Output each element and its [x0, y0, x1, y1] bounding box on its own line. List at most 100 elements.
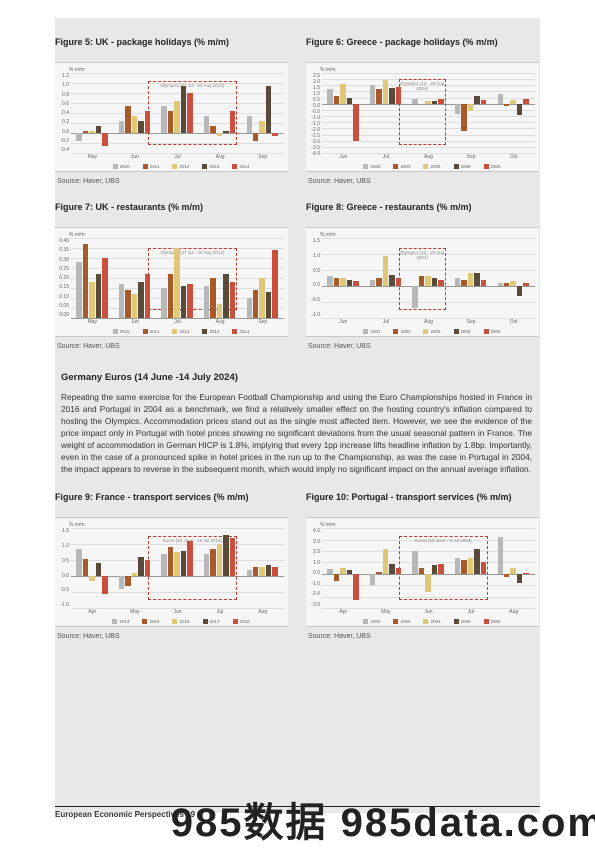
bar — [145, 111, 151, 134]
bar — [376, 572, 382, 574]
bar — [468, 104, 474, 111]
bar — [425, 574, 431, 592]
bar — [498, 94, 504, 104]
figure-fig8: Figure 8: Greece - restaurants (% m/m)% … — [306, 201, 539, 366]
x-tick-labels: AprMayJunJulAug — [322, 609, 535, 617]
bar — [266, 565, 272, 576]
bar — [504, 574, 510, 577]
annotation-box: Olympics (13 - 29 Aug 2004) — [399, 79, 446, 145]
plot-area: Olympics (27 Jul - 12 Aug 2012) — [71, 238, 284, 318]
bar — [334, 574, 340, 581]
bar — [181, 286, 187, 318]
bar — [168, 547, 174, 576]
figure-title: Figure 7: UK - restaurants (% m/m) — [55, 201, 288, 227]
bar — [223, 131, 229, 134]
y-tick-labels: 4.03.02.01.00.0-1.0-2.0-3.0 — [308, 528, 320, 608]
bar — [272, 567, 278, 577]
bar — [498, 283, 504, 286]
bar — [174, 248, 180, 318]
bar — [327, 276, 333, 286]
bar — [253, 133, 259, 141]
bar — [523, 283, 529, 286]
chart-area: % m/m1.21.00.80.60.40.20.0-0.2-0.4Olympi… — [55, 62, 288, 172]
bar — [102, 576, 108, 594]
bar — [223, 274, 229, 318]
bar — [96, 274, 102, 318]
bar — [347, 280, 353, 286]
bar — [523, 99, 529, 104]
bar — [187, 541, 193, 576]
bar — [419, 568, 425, 574]
bar — [510, 568, 516, 574]
bar — [181, 86, 187, 134]
bar — [83, 244, 89, 318]
chart-area: % m/m1.51.00.50.0-0.5-1.0Euros (10 June … — [55, 517, 288, 627]
bar — [102, 258, 108, 318]
figure-source: Source: Haver, UBS — [55, 627, 288, 656]
bar — [412, 551, 418, 574]
body-paragraph: Repeating the same exercise for the Euro… — [55, 391, 540, 491]
bar — [96, 563, 102, 576]
x-tick-labels: MayJunJulAugSep — [71, 319, 284, 327]
y-tick-labels: 1.21.00.80.60.40.20.0-0.2-0.4 — [57, 73, 69, 153]
bar — [161, 554, 167, 576]
bar — [438, 280, 444, 286]
bar — [376, 89, 382, 104]
bar — [272, 250, 278, 318]
bar — [125, 290, 131, 318]
bar — [504, 104, 510, 106]
bar — [161, 106, 167, 134]
section-heading: Germany Euros (14 June -14 July 2024) — [55, 366, 540, 391]
bar — [396, 87, 402, 104]
bar — [412, 286, 418, 308]
bar — [138, 557, 144, 576]
bar — [334, 96, 340, 103]
bar — [83, 131, 89, 134]
bar — [425, 101, 431, 103]
bar — [168, 111, 174, 134]
bar — [132, 294, 138, 318]
bar — [455, 104, 461, 114]
bar — [76, 549, 82, 576]
chart-legend: 20022003200420052006 — [322, 163, 535, 170]
bar — [327, 569, 333, 574]
bar — [145, 560, 151, 576]
figure-source: Source: Haver, UBS — [55, 172, 288, 201]
bar — [96, 126, 102, 134]
bar — [389, 564, 395, 574]
content-area: Figure 5: UK - package holidays (% m/m)%… — [55, 18, 540, 656]
bar — [340, 84, 346, 104]
bar — [425, 276, 431, 286]
chart-legend: 20102011201220132014 — [71, 328, 284, 335]
bar — [370, 85, 376, 103]
y-tick-labels: 1.51.00.50.0-0.5-1.0 — [57, 528, 69, 608]
bar — [145, 274, 151, 318]
plot-area: Olympics (27 Jul - 12 Aug 2012) — [71, 73, 284, 153]
bar — [510, 281, 516, 286]
plot-area: Euros (10 June - 10 Jul 2016) — [71, 528, 284, 608]
bar — [259, 567, 265, 577]
bar — [210, 126, 216, 134]
bar — [370, 574, 376, 585]
bar — [230, 538, 236, 576]
bar — [481, 100, 487, 104]
bar — [438, 99, 444, 104]
watermark-text: 985数据 985data.com — [171, 790, 595, 848]
bar — [383, 549, 389, 574]
bar — [389, 275, 395, 286]
bar — [204, 554, 210, 576]
bar — [266, 86, 272, 134]
bar — [266, 292, 272, 318]
bar — [383, 256, 389, 286]
bar — [174, 552, 180, 576]
bar — [223, 535, 229, 577]
bar — [347, 570, 353, 573]
bar — [353, 104, 359, 141]
bar — [383, 80, 389, 103]
bar — [327, 89, 333, 104]
bar — [181, 551, 187, 577]
figure-title: Figure 5: UK - package holidays (% m/m) — [55, 36, 288, 62]
figure-fig7: Figure 7: UK - restaurants (% m/m)% m/m0… — [55, 201, 288, 366]
bar — [432, 565, 438, 574]
bar — [396, 278, 402, 286]
